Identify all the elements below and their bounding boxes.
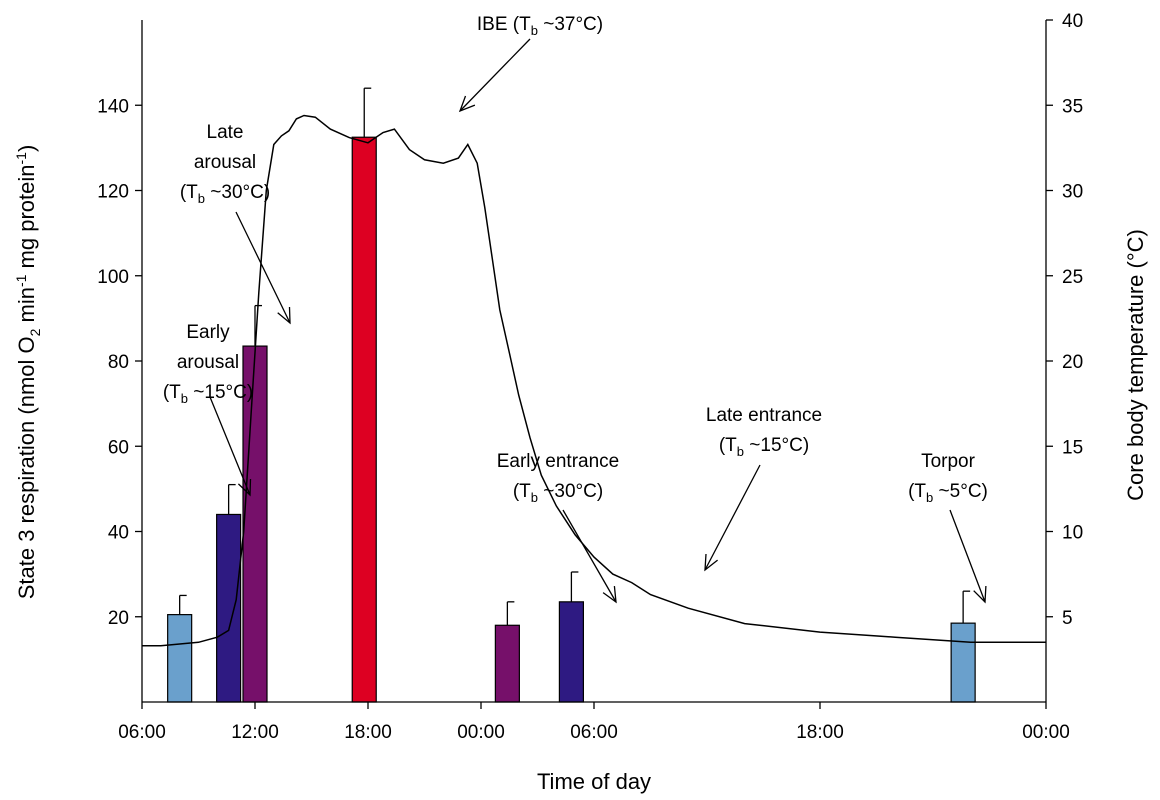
annotation-2-prefix: IBE (T xyxy=(477,14,531,35)
annotation-5-line-0: Torpor xyxy=(921,451,976,472)
annotation-5-tb-sub: b xyxy=(926,490,933,505)
y2-tick-label-3: 20 xyxy=(1062,352,1083,373)
annotation-2-arrowhead xyxy=(458,95,476,113)
bar-0 xyxy=(167,614,193,703)
y-tick-label-5: 120 xyxy=(97,182,129,203)
bars-layer xyxy=(167,136,976,703)
bar-2 xyxy=(242,345,268,703)
y-tick-label-6: 140 xyxy=(97,96,129,117)
y2-tick-label-0: 5 xyxy=(1062,608,1073,629)
annotation-2-tb-sub: b xyxy=(531,23,538,38)
temperature-series-line xyxy=(142,114,1046,647)
annotation-3-arrowhead xyxy=(602,586,617,604)
annotation-4-tb-value: ~15°C) xyxy=(744,435,809,456)
annotation-3-tb-value: ~30°C) xyxy=(538,481,603,502)
y-tick-label-2: 60 xyxy=(108,437,129,458)
annotation-3-arrow xyxy=(562,509,617,603)
annotation-2-tb-value: ~37°C) xyxy=(538,14,603,35)
annotation-5-prefix: (T xyxy=(908,481,926,502)
annotation-2-arrow xyxy=(459,38,531,112)
y-tick-label-4: 100 xyxy=(97,267,129,288)
annotation-4-prefix: (T xyxy=(719,435,737,456)
annotation-5-arrowhead xyxy=(973,585,987,604)
annotation-1-tb-value: ~30°C) xyxy=(205,182,270,203)
y-axis-title-main: State 3 respiration (nmol O xyxy=(14,336,39,599)
x-tick-label-5: 18:00 xyxy=(796,722,844,743)
y-axis-title-sub: 2 xyxy=(27,328,43,336)
annotation-0-tb: (Tb ~15°C) xyxy=(163,382,253,406)
annotation-0-line-1: arousal xyxy=(177,352,239,373)
axes-layer xyxy=(141,20,1047,703)
bar-4 xyxy=(494,624,520,703)
annotation-4: Late entrance (Tb ~15°C) xyxy=(704,405,822,572)
x-tick-label-1: 12:00 xyxy=(231,722,279,743)
ticks-layer: 06:00 12:00 18:00 00:00 06:00 18:00 00:00 20 40 6… xyxy=(97,11,1083,743)
y2-tick-label-5: 30 xyxy=(1062,182,1083,203)
annotation-1-line-0: Late xyxy=(207,122,244,143)
y2-tick-label-4: 25 xyxy=(1062,267,1083,288)
x-tick-label-2: 18:00 xyxy=(344,722,392,743)
annotation-5-tb-value: ~5°C) xyxy=(933,481,988,502)
annotation-0: Early arousal (Tb ~15°C) xyxy=(163,322,253,497)
bar-3 xyxy=(351,136,377,703)
y2-axis-title: Core body temperature (°C) xyxy=(1123,229,1148,501)
annotation-1: Late arousal (Tb ~30°C) xyxy=(180,122,291,325)
annotation-4-arrowhead xyxy=(704,553,719,572)
annotation-0-arrow xyxy=(209,396,251,496)
annotation-1-line-1: arousal xyxy=(194,152,256,173)
y2-tick-label-6: 35 xyxy=(1062,96,1083,117)
annotation-2-tb: IBE (Tb ~37°C) xyxy=(477,14,603,38)
annotation-5: Torpor (Tb ~5°C) xyxy=(908,451,988,604)
annotation-3-tb-sub: b xyxy=(531,490,538,505)
annotation-0-tb-value: ~15°C) xyxy=(188,382,253,403)
annotation-1-arrowhead xyxy=(277,306,291,325)
x-tick-label-3: 00:00 xyxy=(457,722,505,743)
annotation-0-line-0: Early xyxy=(186,322,230,343)
annotation-1-prefix: (T xyxy=(180,182,198,203)
y-axis-title: State 3 respiration (nmol O2 min-1 mg pr… xyxy=(13,145,43,600)
annotation-0-prefix: (T xyxy=(163,382,181,403)
annotation-1-tb: (Tb ~30°C) xyxy=(180,182,270,206)
annotation-0-arrowhead xyxy=(237,478,252,497)
bar-6 xyxy=(950,622,976,703)
annotation-5-arrow xyxy=(949,509,986,603)
annotation-1-arrow xyxy=(235,211,291,324)
annotation-5-tb: (Tb ~5°C) xyxy=(908,481,988,505)
y2-tick-label-7: 40 xyxy=(1062,11,1083,32)
x-axis-title: Time of day xyxy=(537,769,651,794)
annotation-4-tb: (Tb ~15°C) xyxy=(719,435,809,459)
annotation-3: Early entrance (Tb ~30°C) xyxy=(497,451,620,604)
y-tick-label-1: 40 xyxy=(108,523,129,544)
annotation-2: IBE (Tb ~37°C) xyxy=(458,14,603,113)
y-axis-title-part2: min xyxy=(14,287,39,329)
annotation-0-tb-sub: b xyxy=(181,391,188,406)
y-axis-title-sup1: -1 xyxy=(13,274,29,287)
annotation-3-line-0: Early entrance xyxy=(497,451,620,472)
x-tick-label-0: 06:00 xyxy=(118,722,166,743)
y-tick-label-3: 80 xyxy=(108,352,129,373)
annotation-4-tb-sub: b xyxy=(737,444,744,459)
y-axis-title-sup2: -1 xyxy=(13,152,29,165)
annotation-4-arrow xyxy=(704,464,761,571)
annotation-3-prefix: (T xyxy=(513,481,531,502)
annotation-1-tb-sub: b xyxy=(198,191,205,206)
x-tick-label-6: 00:00 xyxy=(1022,722,1070,743)
y-tick-label-0: 20 xyxy=(108,608,129,629)
y-axis-title-end: ) xyxy=(14,145,39,152)
y2-tick-label-1: 10 xyxy=(1062,523,1083,544)
annotation-4-line-0: Late entrance xyxy=(706,405,822,426)
bar-5 xyxy=(558,601,585,703)
x-tick-label-4: 06:00 xyxy=(570,722,618,743)
bar-1 xyxy=(216,513,242,703)
annotation-3-tb: (Tb ~30°C) xyxy=(513,481,603,505)
y2-tick-label-2: 15 xyxy=(1062,437,1083,458)
error-bars-layer xyxy=(179,87,971,626)
y-axis-title-part3: mg protein xyxy=(14,165,39,275)
